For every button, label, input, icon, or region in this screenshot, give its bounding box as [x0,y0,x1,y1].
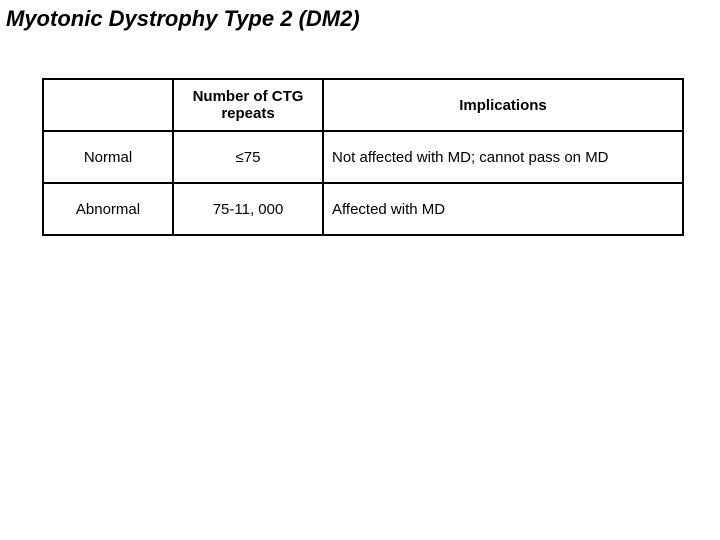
col-header-implications: Implications [323,79,683,131]
slide: Myotonic Dystrophy Type 2 (DM2) Number o… [0,0,720,540]
cell-repeats: 75-11, 000 [173,183,323,235]
table-row: Abnormal 75-11, 000 Affected with MD [43,183,683,235]
table-container: Number of CTG repeats Implications Norma… [42,78,682,236]
col-header-repeats: Number of CTG repeats [173,79,323,131]
table-header-row: Number of CTG repeats Implications [43,79,683,131]
cell-implications: Affected with MD [323,183,683,235]
cell-repeats: ≤75 [173,131,323,183]
col-header-category [43,79,173,131]
cell-category: Normal [43,131,173,183]
table-row: Normal ≤75 Not affected with MD; cannot … [43,131,683,183]
cell-implications: Not affected with MD; cannot pass on MD [323,131,683,183]
page-title: Myotonic Dystrophy Type 2 (DM2) [6,6,360,32]
dm2-table: Number of CTG repeats Implications Norma… [42,78,684,236]
cell-category: Abnormal [43,183,173,235]
